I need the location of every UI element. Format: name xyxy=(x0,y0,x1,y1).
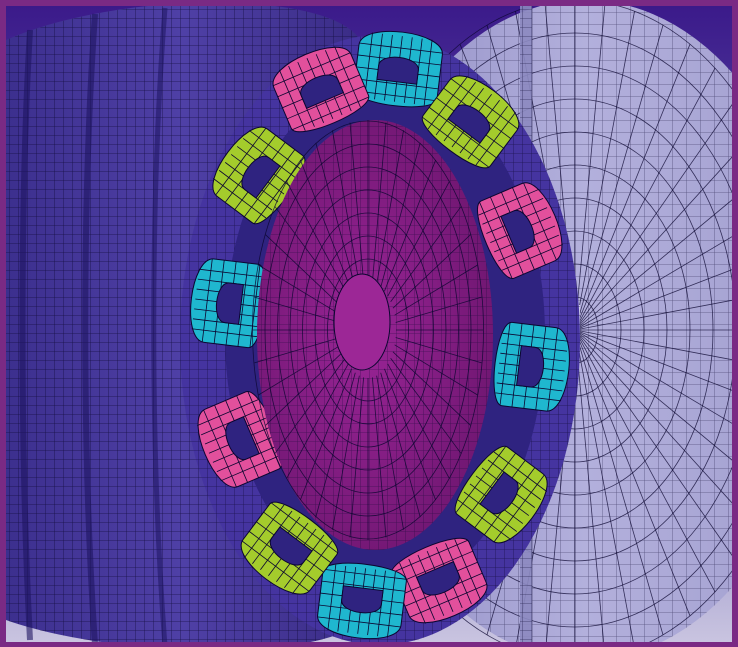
stator-coil-12 xyxy=(272,46,370,133)
stator-coil-4 xyxy=(493,321,570,412)
rotor-hub xyxy=(333,273,391,371)
stator-coil-7 xyxy=(317,562,407,640)
stator-coils xyxy=(190,30,570,640)
stator-coil-2 xyxy=(421,75,520,169)
stator-coil-9 xyxy=(197,390,284,488)
stator-coil-8 xyxy=(240,501,339,595)
stator-coil-10 xyxy=(190,258,267,349)
stator-coil-5 xyxy=(454,445,548,544)
rotor xyxy=(252,120,493,550)
stator-coil-3 xyxy=(476,182,563,280)
stator-coil-11 xyxy=(212,126,306,225)
